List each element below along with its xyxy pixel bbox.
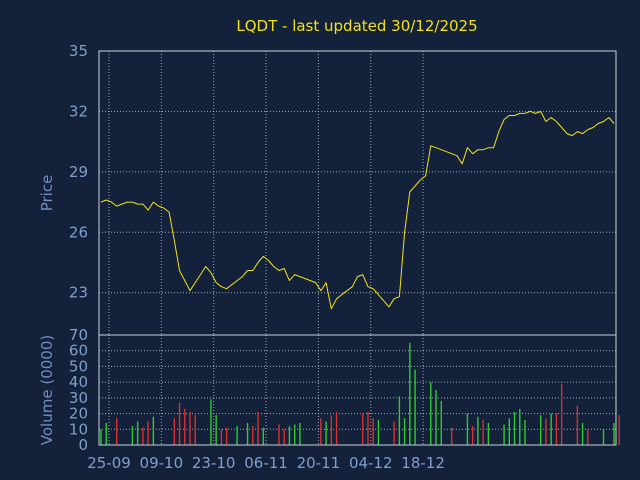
price-axis-ticks: 23 26 29 32 35: [69, 42, 88, 302]
volume-axis-label: Volume (0000): [38, 335, 56, 445]
x-tick-label: 09-10: [140, 454, 184, 472]
volume-tick-label: 20: [69, 405, 88, 423]
price-grid: [99, 50, 616, 335]
volume-tick-label: 30: [69, 389, 88, 407]
price-series: [100, 110, 615, 310]
price-tick-label: 35: [69, 42, 88, 60]
volume-tick-label: 70: [69, 326, 88, 344]
x-tick-label: 18-12: [401, 454, 445, 472]
price-tick-label: 32: [69, 102, 88, 120]
price-axis-label: Price: [38, 175, 56, 212]
price-tick-label: 26: [69, 223, 88, 241]
volume-panel-frame: [98, 334, 617, 446]
volume-bars: [100, 342, 620, 445]
volume-grid: [99, 335, 616, 445]
x-tick-label: 06-11: [244, 454, 288, 472]
chart-title: LQDT - last updated 30/12/2025: [236, 17, 477, 35]
x-tick-label: 23-10: [192, 454, 236, 472]
price-tick-label: 23: [69, 284, 88, 302]
volume-tick-label: 40: [69, 373, 88, 391]
volume-tick-label: 10: [69, 420, 88, 438]
x-tick-label: 25-09: [87, 454, 131, 472]
volume-tick-label: 60: [69, 342, 88, 360]
price-line: [100, 110, 615, 310]
x-axis-ticks: 25-09 09-10 23-10 06-11 20-11 04-12 18-12: [87, 454, 445, 472]
x-tick-label: 20-11: [297, 454, 341, 472]
volume-tick-label: 50: [69, 357, 88, 375]
x-tick-label: 04-12: [349, 454, 393, 472]
volume-tick-label: 0: [78, 436, 88, 454]
price-tick-label: 29: [69, 163, 88, 181]
